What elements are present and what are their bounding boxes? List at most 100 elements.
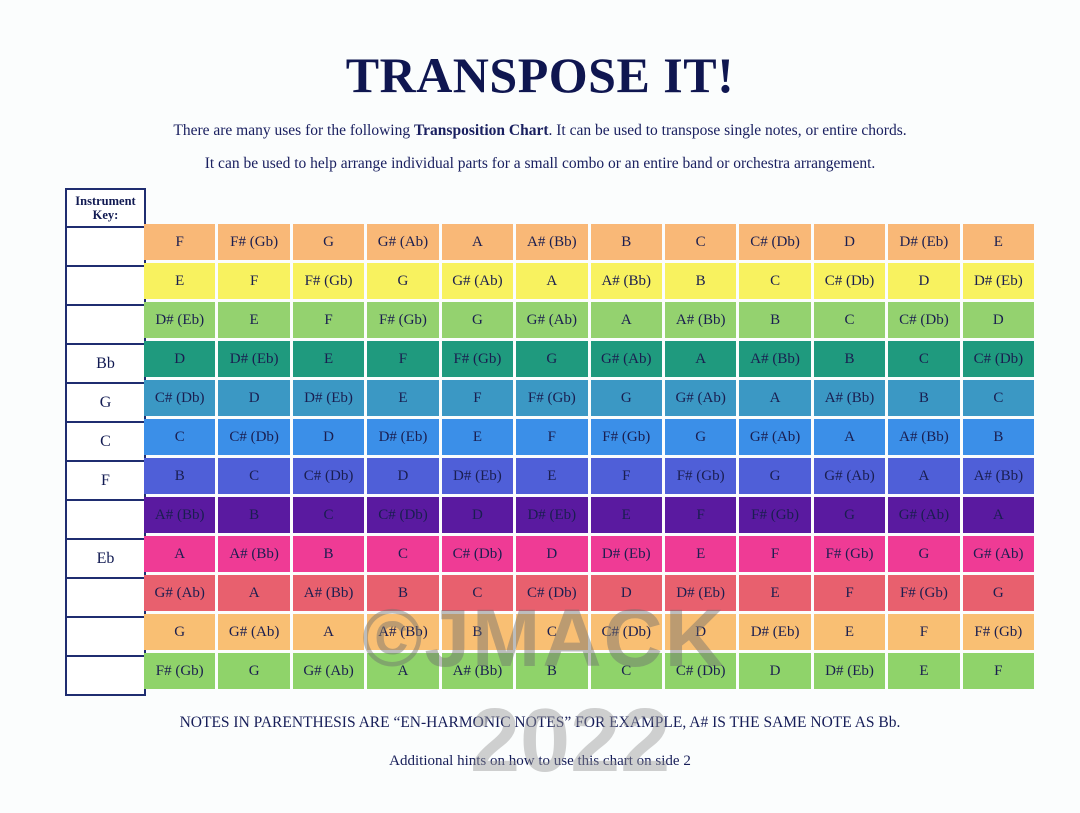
chart-row: G G# (Ab) A A# (Bb) B C C# (Db) D D# (Eb) E F F# (G… [144, 614, 1035, 650]
note-cell: F [888, 614, 960, 650]
instrument-key-column: Instrument Key: Bb G C F Eb [65, 188, 146, 696]
note-cell: F [144, 224, 216, 260]
note-cell: G# (Ab) [962, 536, 1035, 572]
instrument-key-cell[interactable]: Eb [67, 540, 144, 579]
chart-row: D D# (Eb) E F F# (Gb) G G# (Ab) A A# (Bb) B C C# (D… [144, 341, 1035, 377]
note-cell: F# (Gb) [813, 536, 886, 572]
note-cell: F [292, 302, 365, 338]
note-cell: D [218, 380, 290, 416]
note-cell: G# (Ab) [739, 419, 811, 455]
note-cell: A# (Bb) [888, 419, 960, 455]
note-cell: A# (Bb) [813, 380, 886, 416]
note-cell: G [590, 380, 662, 416]
instrument-key-cell[interactable] [67, 579, 144, 618]
note-cell: A [962, 497, 1035, 533]
header-label: Instrument [75, 194, 136, 208]
instrument-key-cell[interactable] [67, 306, 144, 345]
chart-row: E F F# (Gb) G G# (Ab) A A# (Bb) B C C# (Db) D D# (E… [144, 263, 1035, 299]
note-cell: B [739, 302, 811, 338]
note-cell: G [292, 224, 365, 260]
note-cell: C# (Db) [664, 653, 737, 689]
instrument-key-cell[interactable]: F [67, 462, 144, 501]
note-cell: F# (Gb) [441, 341, 514, 377]
note-cell: F# (Gb) [962, 614, 1035, 650]
note-cell: G [739, 458, 811, 494]
note-cell: D# (Eb) [218, 341, 290, 377]
note-cell: F [590, 458, 662, 494]
note-cell: C [664, 224, 737, 260]
instrument-key-cell[interactable]: G [67, 384, 144, 423]
chart-row: B C C# (Db) D D# (Eb) E F F# (Gb) G G# (Ab) A A# (B… [144, 458, 1035, 494]
note-cell: G [516, 341, 588, 377]
note-cell: F# (Gb) [218, 224, 290, 260]
instrument-key-cell[interactable]: Bb [67, 345, 144, 384]
note-cell: B [590, 224, 662, 260]
note-cell: D [590, 575, 662, 611]
note-cell: B [144, 458, 216, 494]
note-cell: A# (Bb) [367, 614, 439, 650]
note-cell: F# (Gb) [516, 380, 588, 416]
note-cell: G# (Ab) [664, 380, 737, 416]
note-cell: A# (Bb) [144, 497, 216, 533]
note-cell: G# (Ab) [292, 653, 365, 689]
year-watermark: 2022 [470, 691, 671, 791]
note-cell: G# (Ab) [516, 302, 588, 338]
note-cell: C# (Db) [590, 614, 662, 650]
instrument-key-cell[interactable] [67, 267, 144, 306]
note-cell: A# (Bb) [962, 458, 1035, 494]
note-cell: C [516, 614, 588, 650]
enharmonic-note: NOTES IN PARENTHESIS ARE “EN-HARMONIC NO… [179, 714, 901, 731]
note-cell: G# (Ab) [888, 497, 960, 533]
note-cell: F [813, 575, 886, 611]
note-cell: A# (Bb) [590, 263, 662, 299]
note-cell: D# (Eb) [813, 653, 886, 689]
note-cell: E [962, 224, 1035, 260]
note-cell: A [367, 653, 439, 689]
page-title: TRANSPOSE IT! [345, 47, 735, 103]
note-cell: F# (Gb) [590, 419, 662, 455]
note-cell: C [218, 458, 290, 494]
note-cell: A [292, 614, 365, 650]
intro-text: There are many uses for the following [173, 122, 414, 139]
note-cell: C [888, 341, 960, 377]
note-cell: C [590, 653, 662, 689]
note-cell: D# (Eb) [516, 497, 588, 533]
note-cell: A [590, 302, 662, 338]
note-cell: D# (Eb) [888, 224, 960, 260]
note-cell: E [813, 614, 886, 650]
note-cell: B [962, 419, 1035, 455]
note-cell: F [664, 497, 737, 533]
instrument-key-cell[interactable] [67, 501, 144, 540]
note-cell: C# (Db) [144, 380, 216, 416]
note-cell: G# (Ab) [441, 263, 514, 299]
note-cell: G [441, 302, 514, 338]
note-cell: G [888, 536, 960, 572]
instrument-key-cell[interactable] [67, 228, 144, 267]
note-cell: F [218, 263, 290, 299]
instrument-key-cell[interactable] [67, 618, 144, 657]
note-cell: A# (Bb) [739, 341, 811, 377]
note-cell: D# (Eb) [739, 614, 811, 650]
instrument-key-cell[interactable]: C [67, 423, 144, 462]
note-cell: A [516, 263, 588, 299]
note-cell: E [144, 263, 216, 299]
note-cell: D# (Eb) [144, 302, 216, 338]
note-cell: C [367, 536, 439, 572]
chart-row: C C# (Db) D D# (Eb) E F F# (Gb) G G# (Ab) A A# (Bb… [144, 419, 1035, 455]
note-cell: C# (Db) [962, 341, 1035, 377]
note-cell: B [664, 263, 737, 299]
note-cell: G [367, 263, 439, 299]
note-cell: F# (Gb) [739, 497, 811, 533]
note-cell: G# (Ab) [367, 224, 439, 260]
note-cell: B [441, 614, 514, 650]
note-cell: D# (Eb) [590, 536, 662, 572]
note-cell: D [441, 497, 514, 533]
instrument-key-cell[interactable] [67, 657, 144, 696]
note-cell: A# (Bb) [664, 302, 737, 338]
note-cell: D [292, 419, 365, 455]
transposition-grid: F F# (Gb) G G# (Ab) A A# (Bb) B C C# (Db) D D# (Eb… [144, 224, 1035, 692]
note-cell: G# (Ab) [144, 575, 216, 611]
note-cell: F# (Gb) [888, 575, 960, 611]
note-cell: A [218, 575, 290, 611]
note-cell: C [441, 575, 514, 611]
